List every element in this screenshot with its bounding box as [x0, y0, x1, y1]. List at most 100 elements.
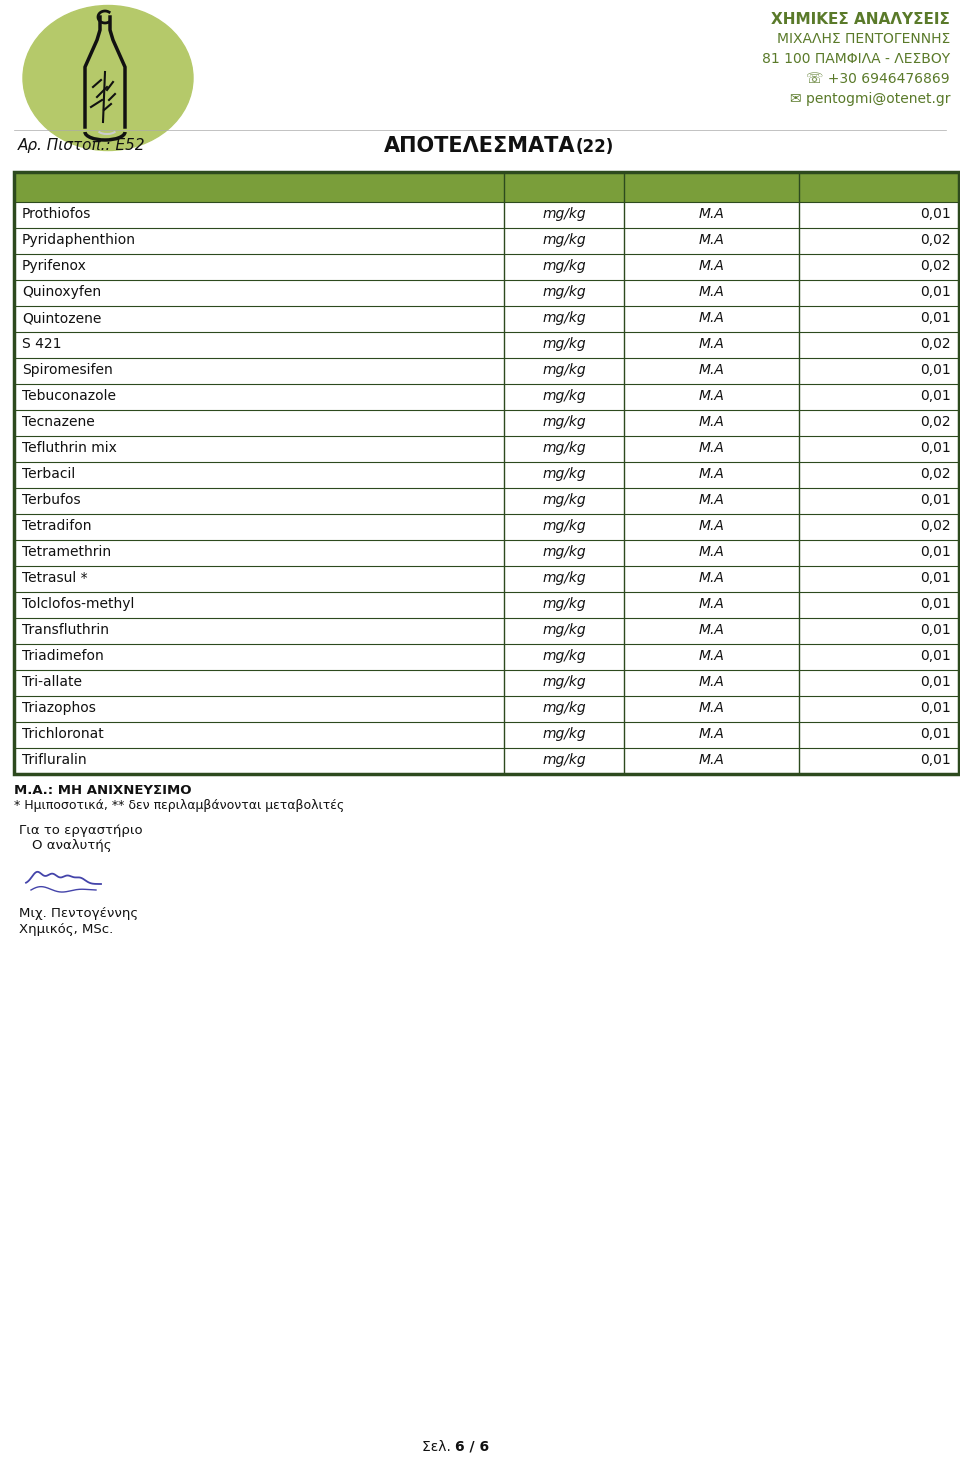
Text: ☏ +30 6946476869: ☏ +30 6946476869	[806, 72, 950, 86]
Text: mg/kg: mg/kg	[542, 598, 586, 611]
Text: 0,01: 0,01	[921, 622, 951, 637]
Text: mg/kg: mg/kg	[542, 389, 586, 403]
Text: Triazophos: Triazophos	[22, 701, 96, 714]
Text: mg/kg: mg/kg	[542, 622, 586, 637]
Text: M.A: M.A	[699, 649, 725, 663]
Text: Trichloronat: Trichloronat	[22, 728, 104, 741]
Text: M.A: M.A	[699, 571, 725, 584]
Text: Σελ.: Σελ.	[421, 1441, 455, 1454]
Text: mg/kg: mg/kg	[542, 337, 586, 351]
Text: ΑΠΟΤΕΛΕΣΜΑΤΑ: ΑΠΟΤΕΛΕΣΜΑΤΑ	[384, 136, 576, 156]
Text: mg/kg: mg/kg	[542, 519, 586, 533]
Text: mg/kg: mg/kg	[542, 207, 586, 221]
Text: Prothiofos: Prothiofos	[22, 207, 91, 221]
Text: Tebuconazole: Tebuconazole	[22, 389, 116, 403]
Text: mg/kg: mg/kg	[542, 441, 586, 454]
Text: mg/kg: mg/kg	[542, 362, 586, 377]
Text: Tefluthrin mix: Tefluthrin mix	[22, 441, 117, 454]
Text: 0,02: 0,02	[921, 337, 951, 351]
Text: 81 100 ΠΑΜΦΙΛΑ - ΛΕΣΒΟΥ: 81 100 ΠΑΜΦΙΛΑ - ΛΕΣΒΟΥ	[762, 53, 950, 66]
Text: mg/kg: mg/kg	[542, 728, 586, 741]
Bar	[14, 172, 959, 774]
Text: 0,02: 0,02	[921, 232, 951, 247]
Text: 0,01: 0,01	[921, 207, 951, 221]
Text: Transfluthrin: Transfluthrin	[22, 622, 109, 637]
Text: M.A: M.A	[699, 389, 725, 403]
Text: 0,01: 0,01	[921, 441, 951, 454]
Text: 0,01: 0,01	[921, 701, 951, 714]
Text: Trifluralin: Trifluralin	[22, 752, 86, 767]
Text: 0,01: 0,01	[921, 598, 951, 611]
Text: 0,01: 0,01	[921, 492, 951, 507]
Text: ✉ pentogmi@otenet.gr: ✉ pentogmi@otenet.gr	[789, 92, 950, 107]
Text: ΧΗΜΙΚΕΣ ΑΝΑΛΥΣΕΙΣ: ΧΗΜΙΚΕΣ ΑΝΑΛΥΣΕΙΣ	[771, 12, 950, 26]
Text: mg/kg: mg/kg	[542, 468, 586, 481]
Text: 0,01: 0,01	[921, 728, 951, 741]
Text: Pyrifenox: Pyrifenox	[22, 259, 86, 273]
Text: S 421: S 421	[22, 337, 61, 351]
Text: 0,01: 0,01	[921, 649, 951, 663]
Text: Quintozene: Quintozene	[22, 311, 102, 324]
Text: M.A: M.A	[699, 441, 725, 454]
Text: Triadimefon: Triadimefon	[22, 649, 104, 663]
Text: Αποτέλεσμα: Αποτέλεσμα	[661, 178, 761, 194]
Text: M.A: M.A	[699, 622, 725, 637]
Text: 0,02: 0,02	[921, 415, 951, 430]
Text: Terbufos: Terbufos	[22, 492, 81, 507]
Text: M.A: M.A	[699, 675, 725, 690]
Text: M.A: M.A	[699, 415, 725, 430]
Text: M.A: M.A	[699, 232, 725, 247]
Text: mg/kg: mg/kg	[542, 285, 586, 300]
Text: Quinoxyfen: Quinoxyfen	[22, 285, 101, 300]
Text: M.A: M.A	[699, 701, 725, 714]
Text: Tetradifon: Tetradifon	[22, 519, 91, 533]
Text: M.A: M.A	[699, 752, 725, 767]
Text: mg/kg: mg/kg	[542, 701, 586, 714]
Text: M.A: M.A	[699, 728, 725, 741]
Text: M.A: M.A	[699, 311, 725, 324]
Text: Tetrasul *: Tetrasul *	[22, 571, 87, 584]
Text: mg/kg: mg/kg	[542, 259, 586, 273]
Text: M.A: M.A	[699, 519, 725, 533]
Text: Terbacil: Terbacil	[22, 468, 75, 481]
Text: M.A: M.A	[699, 207, 725, 221]
Text: Αρ. Πιστοπ.: Ε52: Αρ. Πιστοπ.: Ε52	[18, 137, 146, 153]
Text: M.A: M.A	[699, 259, 725, 273]
Text: mg/kg: mg/kg	[542, 649, 586, 663]
Text: Tri-allate: Tri-allate	[22, 675, 82, 690]
Text: mg/kg: mg/kg	[542, 571, 586, 584]
Text: Μ.Α.: ΜΗ ΑΝΙΧΝΕΥΣΙΜΟ: Μ.Α.: ΜΗ ΑΝΙΧΝΕΥΣΙΜΟ	[14, 785, 191, 798]
Text: Pyridaphenthion: Pyridaphenthion	[22, 232, 136, 247]
Text: M.A: M.A	[699, 285, 725, 300]
Text: Μιχ. Πεντογέννης: Μιχ. Πεντογέννης	[19, 907, 138, 920]
Text: mg/kg: mg/kg	[542, 311, 586, 324]
Text: mg/kg: mg/kg	[542, 675, 586, 690]
Text: M.A: M.A	[699, 598, 725, 611]
Text: Μονάδα: Μονάδα	[532, 178, 596, 193]
Text: mg/kg: mg/kg	[542, 492, 586, 507]
Text: 0,01: 0,01	[921, 752, 951, 767]
Text: M.A: M.A	[699, 492, 725, 507]
Text: Tetramethrin: Tetramethrin	[22, 545, 111, 560]
Text: M.A: M.A	[699, 545, 725, 560]
Text: M.A: M.A	[699, 468, 725, 481]
Text: 0,01: 0,01	[921, 311, 951, 324]
Text: * Ημιποσοτικά, ** δεν περιλαμβάνονται μεταβολιτές: * Ημιποσοτικά, ** δεν περιλαμβάνονται με…	[14, 799, 345, 812]
Text: 0,01: 0,01	[921, 675, 951, 690]
Text: Χημικός, MSc.: Χημικός, MSc.	[19, 923, 113, 937]
Text: 0,01: 0,01	[921, 545, 951, 560]
Text: M.A: M.A	[699, 337, 725, 351]
Text: mg/kg: mg/kg	[542, 415, 586, 430]
Text: M.A: M.A	[699, 362, 725, 377]
Text: (22): (22)	[576, 137, 614, 156]
Text: Όριο Αναφοράς: Όριο Αναφοράς	[816, 178, 942, 194]
Bar	[14, 172, 959, 202]
Text: 6 / 6: 6 / 6	[455, 1441, 490, 1454]
Text: 0,01: 0,01	[921, 389, 951, 403]
Text: mg/kg: mg/kg	[542, 545, 586, 560]
Text: Spiromesifen: Spiromesifen	[22, 362, 112, 377]
Text: 0,02: 0,02	[921, 468, 951, 481]
Text: Tolclofos-methyl: Tolclofos-methyl	[22, 598, 134, 611]
Text: Tecnazene: Tecnazene	[22, 415, 95, 430]
Text: Προσδιορισμός: Προσδιορισμός	[22, 178, 149, 194]
